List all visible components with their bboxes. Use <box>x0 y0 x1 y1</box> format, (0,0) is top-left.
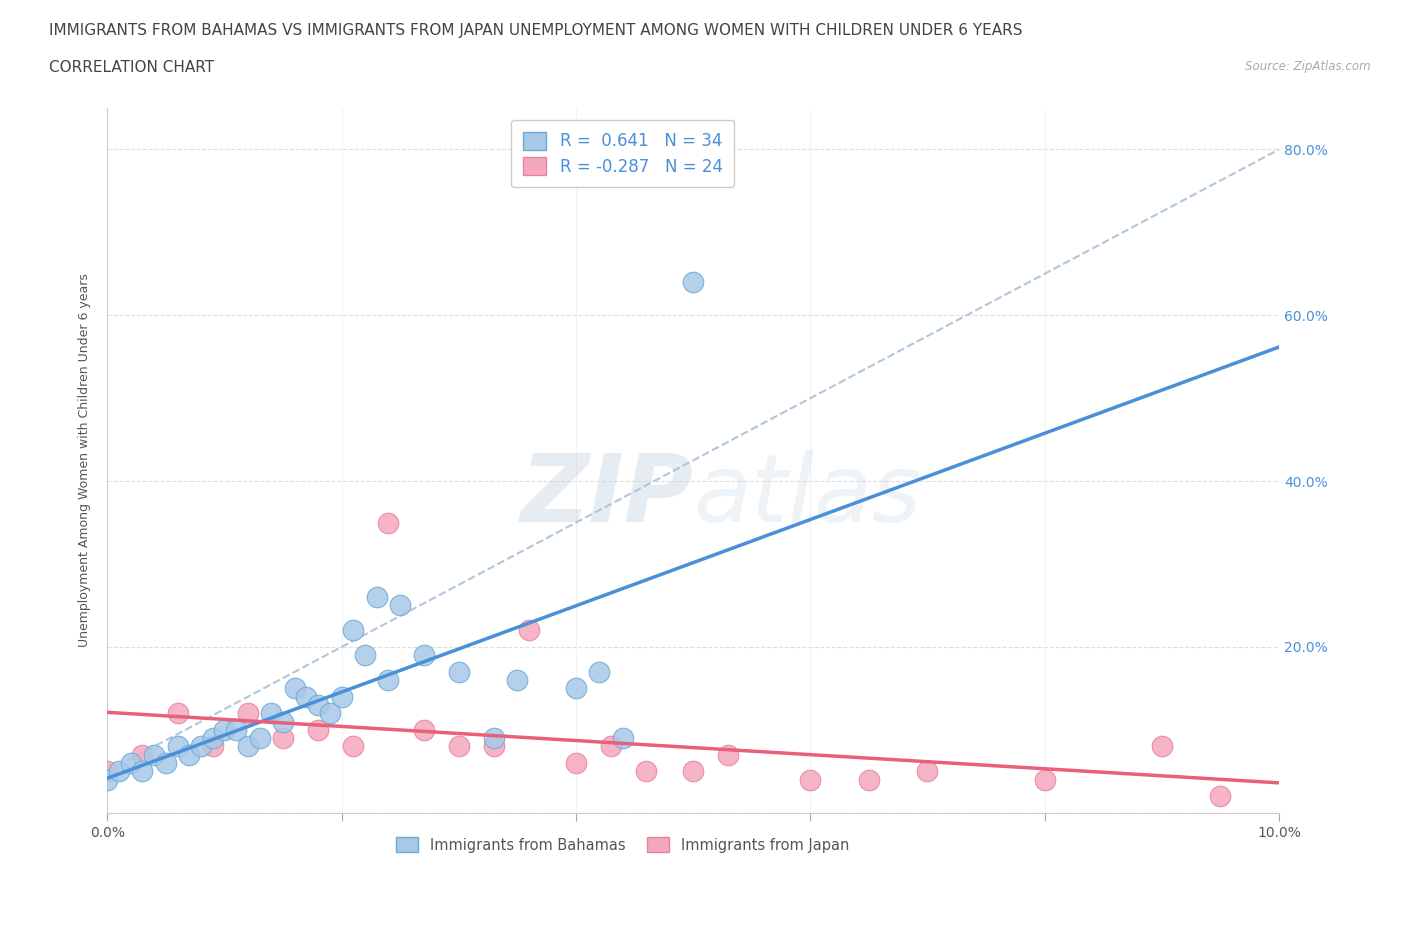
Point <box>682 274 704 289</box>
Point <box>330 689 353 704</box>
Point <box>412 723 434 737</box>
Point <box>377 672 399 687</box>
Point <box>214 723 236 737</box>
Text: atlas: atlas <box>693 450 921 541</box>
Point <box>155 755 177 770</box>
Point <box>717 748 740 763</box>
Text: ZIP: ZIP <box>520 449 693 541</box>
Point <box>260 706 283 721</box>
Point <box>588 664 610 679</box>
Point <box>858 772 880 787</box>
Point <box>96 772 118 787</box>
Point <box>307 698 329 712</box>
Point <box>236 739 259 754</box>
Point <box>108 764 131 778</box>
Point <box>517 623 540 638</box>
Point <box>1209 789 1232 804</box>
Point <box>600 739 623 754</box>
Point <box>354 648 377 663</box>
Point <box>389 598 412 613</box>
Text: IMMIGRANTS FROM BAHAMAS VS IMMIGRANTS FROM JAPAN UNEMPLOYMENT AMONG WOMEN WITH C: IMMIGRANTS FROM BAHAMAS VS IMMIGRANTS FR… <box>49 23 1022 38</box>
Y-axis label: Unemployment Among Women with Children Under 6 years: Unemployment Among Women with Children U… <box>79 273 91 647</box>
Point <box>307 723 329 737</box>
Point <box>447 739 470 754</box>
Point <box>366 590 388 604</box>
Point <box>190 739 212 754</box>
Point <box>166 706 188 721</box>
Point <box>295 689 318 704</box>
Point <box>143 748 166 763</box>
Point <box>799 772 821 787</box>
Point <box>271 731 294 746</box>
Point <box>120 755 142 770</box>
Point <box>271 714 294 729</box>
Point <box>565 755 588 770</box>
Point <box>225 723 247 737</box>
Point <box>319 706 342 721</box>
Point <box>565 681 588 696</box>
Text: CORRELATION CHART: CORRELATION CHART <box>49 60 214 75</box>
Point <box>482 731 505 746</box>
Point <box>179 748 201 763</box>
Point <box>636 764 658 778</box>
Point <box>612 731 634 746</box>
Point <box>1033 772 1056 787</box>
Point <box>682 764 704 778</box>
Point <box>249 731 271 746</box>
Point <box>201 731 224 746</box>
Point <box>342 623 364 638</box>
Point <box>917 764 939 778</box>
Point <box>284 681 307 696</box>
Point <box>447 664 470 679</box>
Legend: Immigrants from Bahamas, Immigrants from Japan: Immigrants from Bahamas, Immigrants from… <box>391 831 855 858</box>
Point <box>96 764 118 778</box>
Point <box>236 706 259 721</box>
Point <box>342 739 364 754</box>
Point <box>1150 739 1173 754</box>
Text: Source: ZipAtlas.com: Source: ZipAtlas.com <box>1246 60 1371 73</box>
Point <box>201 739 224 754</box>
Point <box>412 648 434 663</box>
Point <box>131 764 153 778</box>
Point <box>377 515 399 530</box>
Point <box>506 672 529 687</box>
Point <box>482 739 505 754</box>
Point <box>166 739 188 754</box>
Point <box>131 748 153 763</box>
